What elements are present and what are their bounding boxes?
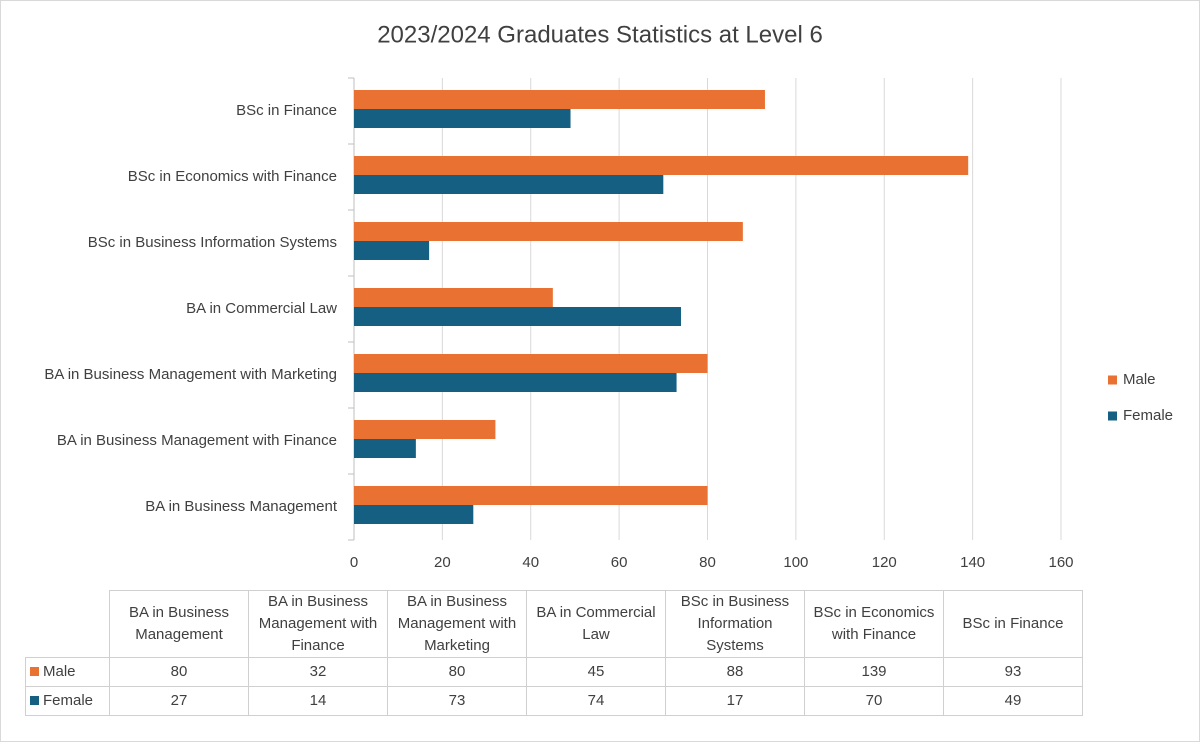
table-cell: 17 bbox=[665, 686, 805, 716]
table-legend-key bbox=[30, 696, 39, 705]
table-cell: 80 bbox=[387, 657, 527, 687]
y-tick-label: BA in Commercial Law bbox=[186, 300, 337, 317]
table-cell: 27 bbox=[109, 686, 249, 716]
table-header: BSc in Economics with Finance bbox=[804, 590, 944, 658]
x-tick-label: 60 bbox=[611, 554, 628, 571]
x-tick-label: 140 bbox=[960, 554, 985, 571]
table-cell: 139 bbox=[804, 657, 944, 687]
bar bbox=[354, 109, 571, 128]
bar bbox=[354, 505, 474, 524]
table-cell: 93 bbox=[943, 657, 1083, 687]
table-header-row: BA in Business Management BA in Business … bbox=[26, 590, 1083, 658]
table-cell: 32 bbox=[248, 657, 388, 687]
y-tick-label: BA in Business Management with Finance bbox=[57, 432, 337, 449]
corner bbox=[26, 591, 110, 658]
bar bbox=[354, 354, 708, 373]
bar bbox=[354, 420, 496, 439]
x-tick-label: 80 bbox=[699, 554, 716, 571]
table-cell: 14 bbox=[248, 686, 388, 716]
table-series-name: Female bbox=[43, 692, 94, 709]
data-table: BA in Business Management BA in Business … bbox=[25, 590, 1083, 716]
bar bbox=[354, 175, 664, 194]
table-series-name: Male bbox=[43, 663, 76, 680]
y-tick-label: BA in Business Management with Marketing bbox=[44, 366, 337, 383]
bar bbox=[354, 439, 416, 458]
table-header: BSc in Finance bbox=[943, 590, 1083, 658]
x-tick-label: 120 bbox=[872, 554, 897, 571]
legend-label: Female bbox=[1123, 407, 1173, 424]
x-tick-label: 0 bbox=[350, 554, 358, 571]
table-cell: 74 bbox=[526, 686, 666, 716]
bar bbox=[354, 486, 708, 505]
legend-key bbox=[1108, 375, 1117, 385]
legend-key bbox=[1108, 411, 1117, 421]
table-header: BSc in Business Information Systems bbox=[665, 590, 805, 658]
table-row: Female 27 14 73 74 17 70 49 bbox=[25, 686, 1083, 716]
table-cell: 45 bbox=[526, 657, 666, 687]
y-tick-label: BA in Business Management bbox=[145, 498, 338, 515]
bar bbox=[354, 373, 677, 392]
table-row-label: Male bbox=[25, 657, 110, 687]
x-tick-label: 20 bbox=[434, 554, 451, 571]
y-tick-label: BSc in Finance bbox=[236, 102, 337, 119]
table-header: BA in Business Management with Marketing bbox=[387, 590, 527, 658]
chart-title: 2023/2024 Graduates Statistics at Level … bbox=[377, 21, 823, 48]
bar bbox=[354, 307, 681, 326]
table-cell: 80 bbox=[109, 657, 249, 687]
y-tick-label: BSc in Economics with Finance bbox=[128, 168, 337, 185]
legend-label: Male bbox=[1123, 371, 1156, 388]
x-tick-label: 40 bbox=[522, 554, 539, 571]
bar bbox=[354, 241, 430, 260]
table-cell: 73 bbox=[387, 686, 527, 716]
table-legend-key bbox=[30, 667, 39, 676]
table-cell: 88 bbox=[665, 657, 805, 687]
x-tick-label: 160 bbox=[1048, 554, 1073, 571]
x-tick-label: 100 bbox=[783, 554, 808, 571]
bar bbox=[354, 156, 969, 175]
bar bbox=[354, 288, 553, 307]
table-cell: 70 bbox=[804, 686, 944, 716]
y-tick-label: BSc in Business Information Systems bbox=[88, 234, 337, 251]
table-header: BA in Business Management bbox=[109, 590, 249, 658]
bar bbox=[354, 222, 743, 241]
bar bbox=[354, 90, 765, 109]
table-row-label: Female bbox=[25, 686, 110, 716]
table-row: Male 80 32 80 45 88 139 93 bbox=[25, 657, 1083, 687]
table-cell: 49 bbox=[943, 686, 1083, 716]
table-header: BA in Commercial Law bbox=[526, 590, 666, 658]
table-header: BA in Business Management with Finance bbox=[248, 590, 388, 658]
